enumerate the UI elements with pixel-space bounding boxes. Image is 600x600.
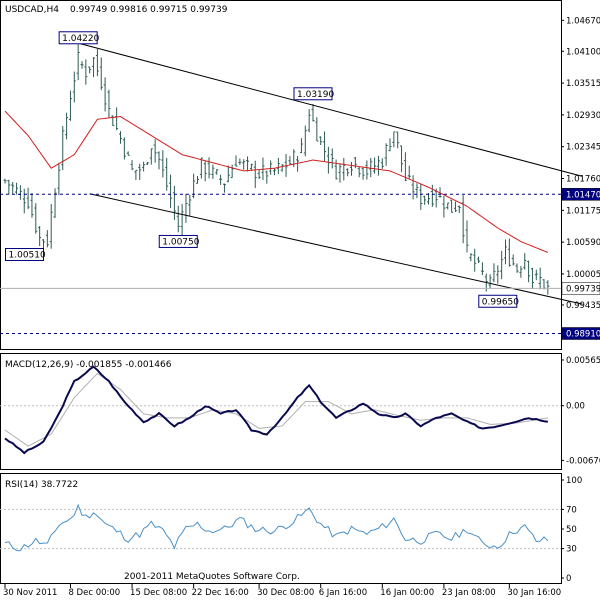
price-label-box-current — [561, 282, 600, 295]
rsi-label: RSI(14) 38.7722 — [5, 480, 78, 490]
macd-label: MACD(12,26,9) -0.001855 -0.001466 — [5, 360, 172, 370]
price-label-level-high: 1.01470 — [566, 190, 600, 200]
rsi-y-tick-label: 100 — [566, 476, 582, 486]
price-label-current: 0.99739 — [566, 284, 600, 294]
x-tick-label: 8 Dec 00:00 — [68, 588, 120, 598]
price-annotation-label: 1.04220 — [62, 34, 99, 44]
x-tick-label: 30 Dec 08:00 — [257, 588, 314, 598]
rsi-plot — [0, 503, 561, 552]
channel-lower-line — [89, 193, 583, 305]
macd-y-tick-label: 0.00 — [566, 402, 585, 412]
price-y-tick-label: 1.00590 — [566, 238, 600, 248]
price-annotation-box — [293, 87, 333, 101]
x-tick-label: 22 Dec 16:00 — [192, 588, 249, 598]
macd-signal-line — [4, 372, 548, 447]
price-y-tick-label: 1.01175 — [566, 206, 600, 216]
copyright-text: 2001-2011 MetaQuotes Software Corp. — [124, 572, 300, 582]
price-annotation-box — [478, 294, 518, 308]
macd-plot — [0, 365, 561, 455]
price-y-tick-label: 1.01760 — [566, 175, 600, 185]
x-tick-label: 23 Jan 08:00 — [442, 588, 496, 598]
price-y-tick-label: 1.04670 — [566, 16, 600, 26]
price-label-box-level-high — [561, 188, 600, 201]
price-annotation-label: 1.03190 — [297, 90, 334, 100]
price-y-tick-label: 1.03515 — [566, 79, 600, 89]
macd-y-tick-label: -0.00676 — [566, 456, 600, 466]
x-tick-label: 30 Nov 2011 — [3, 588, 57, 598]
rsi-y-tick-label: 70 — [566, 505, 577, 515]
macd-main-line — [4, 365, 548, 455]
macd-y-tick-label: 0.005656 — [566, 356, 600, 366]
symbol-header: USDCAD,H4 — [5, 5, 59, 15]
price-annotation-label: 0.99650 — [482, 297, 519, 307]
price-y-tick-label: 1.04100 — [566, 47, 600, 57]
ohlc-header: 0.99749 0.99816 0.99715 0.99739 — [70, 5, 228, 15]
axes: 1.04670 1.04100 1.03515 1.02930 1.02345 1.017… — [3, 16, 600, 598]
rsi-y-tick-label: 50 — [566, 525, 577, 535]
price-plot: 1.04220 1.03190 1.00510 1.00750 0.99650 — [0, 31, 583, 334]
rsi-y-tick-label: 30 — [566, 545, 577, 555]
price-annotation-box — [58, 31, 98, 45]
price-y-tick-label: 1.00005 — [566, 270, 600, 280]
rsi-panel-frame — [0, 473, 562, 584]
channel-upper-line — [78, 42, 583, 177]
moving-average-line — [4, 110, 549, 253]
rsi-y-tick-label: 0 — [566, 574, 571, 584]
price-annotation-box — [5, 247, 44, 261]
x-tick-label: 6 Jan 16:00 — [319, 588, 367, 598]
price-y-tick-label: 0.99435 — [566, 301, 600, 311]
price-annotation-label: 1.00750 — [162, 237, 199, 247]
price-y-tick-label: 1.02345 — [566, 143, 600, 153]
price-annotation-box — [158, 234, 198, 248]
price-y-tick-label: 1.02930 — [566, 111, 600, 121]
macd-panel-frame — [0, 353, 562, 470]
x-tick-label: 15 Dec 08:00 — [130, 588, 187, 598]
x-tick-label: 30 Jan 16:00 — [507, 588, 561, 598]
rsi-line — [4, 503, 549, 552]
price-panel-frame — [0, 0, 562, 350]
x-tick-label: 16 Jan 00:00 — [380, 588, 434, 598]
price-label-box-level-low — [561, 327, 600, 340]
price-annotation-label: 1.00510 — [9, 250, 46, 260]
price-label-level-low: 0.98910 — [566, 329, 600, 339]
